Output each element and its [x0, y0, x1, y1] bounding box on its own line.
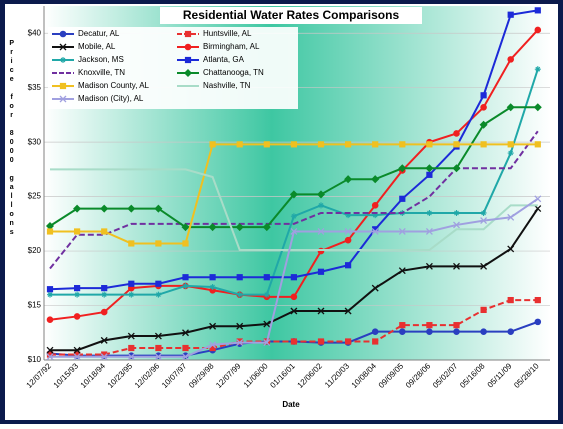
marker [129, 345, 134, 350]
marker [481, 307, 486, 312]
marker [75, 229, 80, 234]
marker [454, 323, 459, 328]
marker [481, 93, 486, 98]
marker [237, 142, 242, 147]
x-axis-label: Date [282, 400, 300, 409]
marker [372, 329, 378, 335]
marker [454, 329, 460, 335]
marker [427, 329, 433, 335]
marker [508, 142, 513, 147]
y-tick-label: $20 [28, 246, 42, 255]
marker [427, 142, 432, 147]
y-tick-label: $10 [28, 355, 42, 364]
y-tick-label: $40 [28, 28, 42, 37]
marker [373, 339, 378, 344]
y-tick-label: $35 [28, 83, 42, 92]
marker [508, 297, 513, 302]
legend-label: Birmingham, AL [203, 42, 260, 51]
legend-label: Madison (City), AL [78, 94, 144, 103]
legend-label: Huntsville, AL [203, 29, 252, 38]
legend-marker [60, 83, 65, 88]
marker [291, 142, 296, 147]
marker [129, 281, 134, 286]
y-tick-label: $15 [28, 301, 42, 310]
marker [183, 275, 188, 280]
legend: Decatur, AL Huntsville, AL Mobile, AL Birmi… [48, 27, 298, 109]
marker [345, 237, 351, 243]
legend-label: Knoxville, TN [78, 68, 125, 77]
marker [74, 314, 80, 320]
marker [75, 286, 80, 291]
legend-label: Chattanooga, TN [203, 68, 264, 77]
legend-label: Jackson, MS [78, 55, 124, 64]
marker [508, 12, 513, 17]
marker [318, 339, 323, 344]
marker [372, 203, 378, 209]
marker [291, 339, 296, 344]
marker [535, 142, 540, 147]
marker [210, 142, 215, 147]
marker [400, 323, 405, 328]
legend-label: Decatur, AL [78, 29, 120, 38]
marker [535, 297, 540, 302]
marker [400, 329, 406, 335]
marker [291, 294, 297, 300]
marker [454, 142, 459, 147]
marker [102, 229, 107, 234]
marker [102, 286, 107, 291]
marker [183, 345, 188, 350]
marker [535, 319, 541, 325]
marker [346, 142, 351, 147]
y-tick-label: $25 [28, 192, 42, 201]
marker [481, 104, 487, 110]
marker [264, 275, 269, 280]
marker [101, 309, 107, 315]
marker [454, 131, 460, 137]
y-axis-label: Price for 8000 gallons [8, 40, 15, 238]
marker [47, 287, 52, 292]
marker [47, 229, 52, 234]
marker [346, 339, 351, 344]
legend-marker [185, 31, 190, 36]
marker [535, 8, 540, 13]
legend-label: Mobile, AL [78, 42, 116, 51]
marker [47, 317, 53, 323]
marker [237, 275, 242, 280]
marker [427, 323, 432, 328]
chart-title: Residential Water Rates Comparisons [183, 8, 400, 22]
marker [346, 263, 351, 268]
marker [481, 329, 487, 335]
marker [373, 142, 378, 147]
legend-label: Nashville, TN [203, 81, 251, 90]
marker [156, 241, 161, 246]
legend-marker [185, 57, 190, 62]
marker [210, 275, 215, 280]
legend-label: Atlanta, GA [203, 55, 245, 64]
marker [318, 142, 323, 147]
marker [427, 172, 432, 177]
marker [183, 241, 188, 246]
marker [156, 281, 161, 286]
marker [508, 57, 514, 63]
marker [291, 275, 296, 280]
legend-marker [185, 44, 191, 50]
marker [156, 345, 161, 350]
marker [481, 142, 486, 147]
marker [264, 142, 269, 147]
legend-marker [60, 31, 66, 37]
marker [129, 241, 134, 246]
marker [400, 142, 405, 147]
marker [318, 269, 323, 274]
marker [535, 27, 541, 33]
marker [400, 196, 405, 201]
legend-label: Madison County, AL [78, 81, 150, 90]
marker [508, 329, 514, 335]
y-tick-label: $30 [28, 137, 42, 146]
